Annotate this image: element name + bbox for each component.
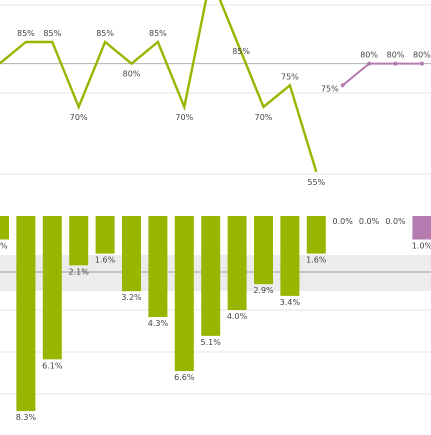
bar-data-label: 3.4% [280,298,301,307]
bar [42,216,62,360]
bar [280,216,300,296]
line-data-label: 80% [123,70,141,79]
line-chart-points [340,61,424,88]
line-data-label: 85% [17,29,35,38]
line-data-label: 85% [232,47,250,56]
bar [122,216,141,292]
line-data-label: 75% [321,84,339,93]
bar-data-label: % [0,242,8,251]
bar-chart-bars [0,216,431,412]
bar-data-label: 0.0% [333,217,354,226]
line-data-label: 70% [175,113,193,122]
bar [69,216,89,266]
line-chart-series [0,0,422,173]
line-chart-data-labels: 85%85%70%85%80%85%70%100%85%70%75%55%75%… [17,29,431,187]
bar-data-label: 6.1% [42,361,63,370]
line-series-0 [0,0,318,173]
bar-data-label: 2.9% [253,286,274,295]
bar-chart-data-labels: % 8.3% 6.1% 2.1% 1.6% 3.2% 4.3% 6.6% 5.1% 4.0% 2.9… [0,217,431,422]
line-point [367,61,372,66]
bar [201,216,221,336]
bar-data-label: 5.1% [201,338,222,347]
line-data-label: 55% [307,178,325,187]
bar [148,216,168,318]
bar [412,216,431,240]
line-series-1 [342,62,422,87]
bar [16,216,36,412]
bar [306,216,326,254]
line-data-label: 80% [413,51,431,60]
bar-data-label: 4.3% [148,319,169,328]
line-data-label: 85% [149,29,167,38]
line-chart-gridlines [0,4,431,175]
bar-data-label: 1.6% [306,256,327,265]
bar-data-label: 6.6% [174,373,195,382]
line-data-label: 85% [96,29,114,38]
bar-data-label: 0.0% [359,217,380,226]
bar-data-label: 4.0% [227,312,248,321]
bar [95,216,115,254]
bar-chart-panel: % 8.3% 6.1% 2.1% 1.6% 3.2% 4.3% 6.6% 5.1% 4.0% 2.9… [0,216,431,422]
bar-data-label: 0.0% [385,217,406,226]
bar [227,216,247,310]
bar-data-label: 1.0% [412,242,431,251]
bar [0,216,9,240]
bar [254,216,273,285]
line-data-label: 85% [43,29,61,38]
line-data-label: 70% [70,113,88,122]
bar-data-label: 2.1% [69,267,90,276]
line-point [340,83,345,88]
line-chart-panel: 85%85%70%85%80%85%70%100%85%70%75%55%75%… [0,0,431,187]
line-data-label: 80% [387,51,405,60]
line-data-label: 80% [360,51,378,60]
bar-data-label: 3.2% [121,293,142,302]
bar-data-label: 1.6% [95,256,116,265]
line-data-label: 70% [255,113,273,122]
line-point [393,61,398,66]
bar-data-label: 8.3% [16,413,37,422]
line-data-label: 75% [281,72,299,81]
line-point [419,61,424,66]
bar [174,216,194,372]
